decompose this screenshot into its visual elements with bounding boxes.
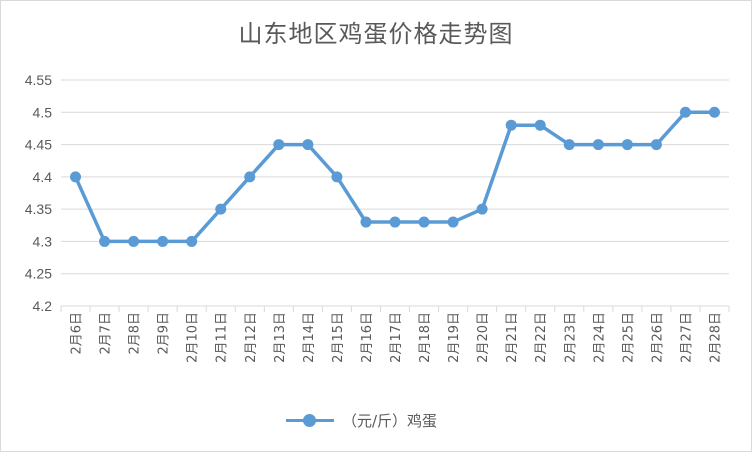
x-tick-label: 2月10日 — [186, 312, 201, 363]
y-tick-label: 4.25 — [25, 266, 52, 282]
x-tick-label: 2月20日 — [476, 312, 491, 363]
x-tick-label: 2月27日 — [679, 312, 694, 363]
y-tick-label: 4.3 — [33, 233, 53, 249]
data-point — [592, 139, 604, 151]
x-tick-label: 2月18日 — [418, 312, 433, 363]
x-tick-label: 2月11日 — [215, 312, 230, 363]
y-axis-ticks: 4.2 4.25 4.3 4.35 4.4 4.45 4.5 4.55 — [25, 72, 52, 314]
data-point — [447, 216, 459, 228]
data-point — [70, 171, 82, 183]
x-tick-label: 2月23日 — [563, 312, 578, 363]
chart-title: 山东地区鸡蛋价格走势图 — [238, 20, 514, 48]
data-point — [157, 235, 169, 247]
x-tick-label: 2月16日 — [360, 312, 375, 363]
x-tick-label: 2月14日 — [302, 312, 317, 363]
data-point — [418, 216, 430, 228]
x-tick-label: 2月7日 — [99, 312, 114, 355]
x-tick-label: 2月13日 — [273, 312, 288, 363]
gridlines — [60, 79, 730, 312]
y-tick-label: 4.55 — [25, 72, 52, 88]
data-point — [99, 235, 111, 247]
x-tick-label: 2月19日 — [447, 312, 462, 363]
data-point — [563, 139, 575, 151]
data-point — [331, 171, 343, 183]
x-tick-label: 2月15日 — [331, 312, 346, 363]
legend-swatch-icon — [286, 412, 334, 428]
y-tick-label: 4.2 — [33, 298, 53, 314]
data-point — [650, 139, 662, 151]
data-point — [389, 216, 401, 228]
y-tick-label: 4.45 — [25, 137, 52, 153]
data-point — [708, 106, 720, 118]
x-tick-label: 2月21日 — [505, 312, 520, 363]
x-axis-ticks: 2月6日 2月7日 2月8日 2月9日 2月10日 2月11日 2月12日 2月13日 2月14… — [70, 312, 724, 363]
x-tick-label: 2月17日 — [389, 312, 404, 363]
data-point — [186, 235, 198, 247]
legend: （元/斤）鸡蛋 — [286, 409, 437, 431]
data-point — [679, 106, 691, 118]
series-layer — [70, 106, 720, 247]
x-tick-label: 2月26日 — [650, 312, 665, 363]
x-tick-label: 2月8日 — [128, 312, 143, 355]
y-tick-label: 4.5 — [33, 104, 53, 120]
data-point — [244, 171, 256, 183]
y-tick-label: 4.35 — [25, 201, 52, 217]
data-point — [476, 203, 488, 215]
data-point — [621, 139, 633, 151]
data-point — [505, 119, 517, 131]
x-tick-label: 2月28日 — [708, 312, 723, 363]
data-point — [273, 139, 285, 151]
x-tick-label: 2月9日 — [157, 312, 172, 355]
data-point — [360, 216, 372, 228]
legend-label: （元/斤）鸡蛋 — [342, 411, 438, 430]
x-tick-label: 2月6日 — [70, 312, 85, 355]
data-point — [534, 119, 546, 131]
x-tick-label: 2月24日 — [592, 312, 607, 363]
data-point — [302, 139, 314, 151]
data-point — [128, 235, 140, 247]
x-tick-label: 2月12日 — [244, 312, 259, 363]
data-point — [215, 203, 227, 215]
x-tick-label: 2月22日 — [534, 312, 549, 363]
y-tick-label: 4.4 — [33, 169, 53, 185]
x-tick-label: 2月25日 — [621, 312, 636, 363]
